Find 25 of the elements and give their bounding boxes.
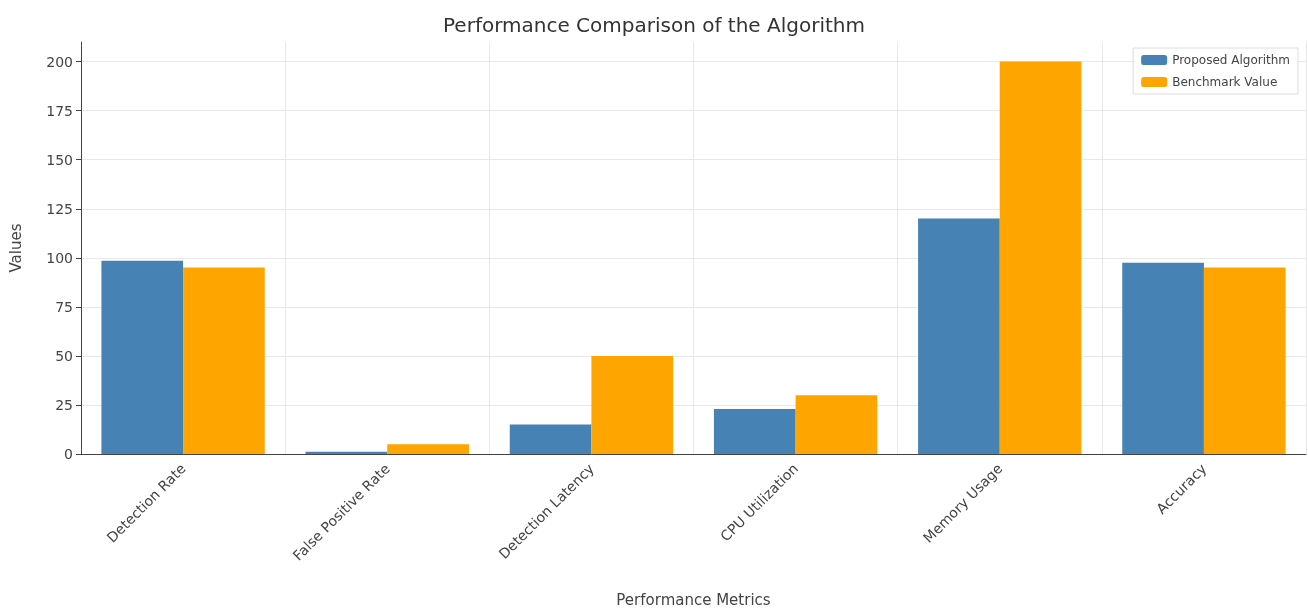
y-tick-label: 0 (64, 446, 73, 462)
y-tick-label: 50 (55, 347, 73, 364)
bar (918, 218, 1000, 454)
bar (183, 267, 265, 454)
y-tick-label: 125 (46, 200, 73, 217)
bar (999, 61, 1082, 454)
legend-label: Proposed Algorithm (1172, 53, 1291, 67)
bar (1122, 262, 1204, 454)
y-tick-label: 25 (55, 396, 73, 413)
bar (795, 395, 878, 454)
bar (387, 444, 469, 454)
y-tick-label: 175 (46, 102, 73, 119)
chart-title: Performance Comparison of the Algorithm (443, 13, 865, 37)
y-tick-label: 100 (46, 249, 73, 266)
bar (591, 355, 674, 454)
y-tick-label: 150 (46, 151, 73, 168)
bar (509, 424, 592, 454)
bar (713, 408, 796, 454)
y-tick-label: 200 (46, 53, 73, 70)
y-axis-title: Values (6, 223, 25, 273)
y-tick-label: 75 (55, 298, 73, 315)
bar (101, 260, 184, 454)
x-axis-title: Performance Metrics (616, 590, 771, 609)
bar (1203, 267, 1286, 454)
legend-label: Benchmark Value (1172, 75, 1278, 89)
